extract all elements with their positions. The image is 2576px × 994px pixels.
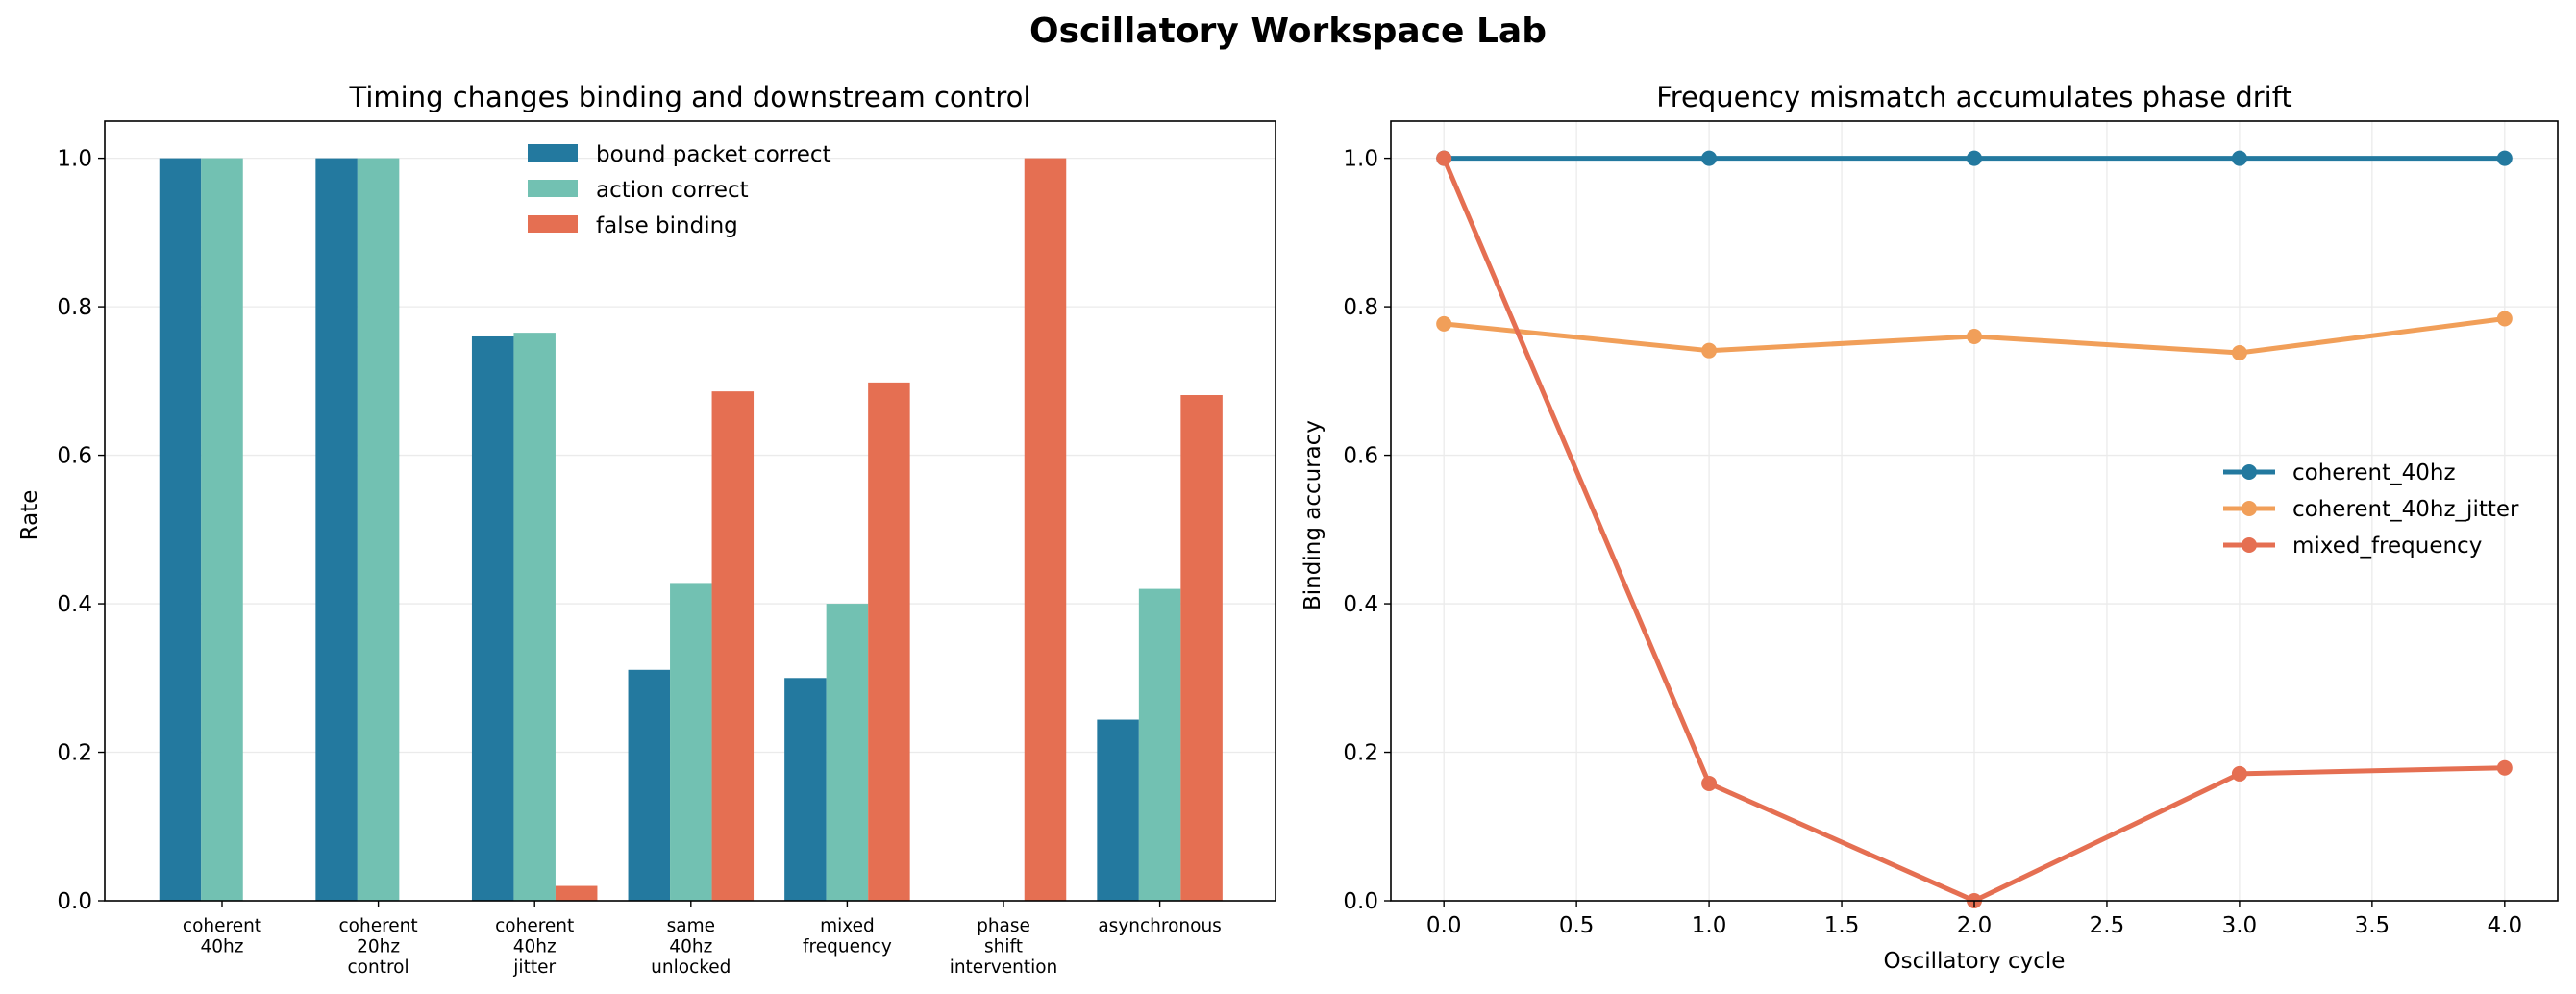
legend-swatch [528,144,578,162]
bar-bound-packet-correct-0 [159,158,202,902]
legend-label: coherent_40hz [2292,460,2456,485]
x-tick-label: 0.0 [1426,913,1462,938]
y-tick-label: 0.6 [57,444,92,469]
x-tick-label: 3.0 [2222,913,2258,938]
x-tick-label: coherent 20hz control [339,916,418,978]
x-tick-label: 1.0 [1692,913,1727,938]
bar-action-correct-4 [826,604,869,901]
bar-chart-title: Timing changes binding and downstream co… [349,81,1031,113]
legend-swatch [528,215,578,233]
line-chart-ylabel: Binding accuracy [1300,420,1325,610]
point-coherent-40hz-2 [1967,150,1982,166]
y-tick-label: 0.0 [57,889,92,914]
point-coherent-40hz-1 [1701,150,1718,166]
line-chart-y-ticks: 0.0 0.2 0.4 0.6 0.8 1.0 [1343,147,1391,914]
bar-false-binding-6 [1180,395,1223,902]
x-tick-label: coherent 40hz jitter [495,916,574,978]
bar-bound-packet-correct-6 [1097,719,1139,901]
point-coherent-40hz-jitter-3 [2231,344,2247,360]
x-tick-label: coherent 40hz [183,916,261,957]
bar-chart-x-ticks: coherent 40hz coherent 20hz control coherent 4… [183,901,1222,978]
legend-label: bound packet correct [596,142,831,167]
point-mixed-frequency-3 [2231,765,2247,782]
y-tick-label: 0.4 [57,592,92,617]
point-coherent-40hz-jitter-4 [2496,311,2513,327]
legend-marker [2242,501,2257,516]
bar-action-correct-2 [513,333,556,902]
legend-label: false binding [596,213,738,238]
bar-action-correct-3 [670,583,712,901]
point-mixed-frequency-0 [1436,150,1452,166]
bar-chart-y-ticks: 0.0 0.2 0.4 0.6 0.8 1.0 [57,147,105,914]
y-tick-label: 1.0 [57,147,92,172]
bar-bound-packet-correct-2 [471,335,514,901]
bar-action-correct-0 [201,158,243,902]
point-coherent-40hz-jitter-0 [1436,315,1452,332]
x-tick-label: 1.5 [1824,913,1860,938]
x-tick-label: 3.5 [2355,913,2390,938]
figure-title: Oscillatory Workspace Lab [1029,12,1547,51]
legend-label: mixed_frequency [2292,534,2482,559]
x-tick-label: phase shift intervention [950,916,1058,978]
bar-chart-legend: bound packet correct action correct false … [528,142,831,238]
line-chart-legend: coherent_40hz coherent_40hz_jitter mixed_f… [2223,460,2519,559]
point-mixed-frequency-4 [2496,759,2513,776]
bar-action-correct-1 [357,158,400,902]
line-chart-xlabel: Oscillatory cycle [1884,949,2066,974]
y-tick-label: 0.8 [1343,295,1378,320]
x-tick-label: 4.0 [2488,913,2523,938]
bar-false-binding-5 [1024,158,1067,902]
bar-false-binding-3 [711,391,755,901]
point-coherent-40hz-jitter-1 [1701,342,1718,359]
bar-chart-ylabel: Rate [17,490,42,541]
bar-chart-bars [159,158,1223,902]
line-chart-title: Frequency mismatch accumulates phase dri… [1656,81,2292,113]
x-tick-label: 2.0 [1957,913,1993,938]
bar-chart-frame [104,120,1276,902]
bar-bound-packet-correct-4 [784,678,827,901]
point-mixed-frequency-1 [1701,775,1718,791]
legend-label: action correct [596,178,749,203]
y-tick-label: 0.6 [1343,444,1378,469]
legend-marker [2242,464,2257,480]
x-tick-label: 2.5 [2090,913,2125,938]
y-tick-label: 0.4 [1343,592,1378,617]
line-chart-x-ticks: 0.0 0.5 1.0 1.5 2.0 2.5 3.0 3.5 4.0 [1426,901,2522,938]
legend-label: coherent_40hz_jitter [2292,497,2519,522]
y-tick-label: 0.2 [1343,741,1378,766]
bar-bound-packet-correct-1 [315,158,358,902]
point-coherent-40hz-4 [2496,150,2513,166]
bar-chart-panel: Timing changes binding and downstream co… [17,81,1276,978]
legend-swatch [528,180,578,197]
bar-bound-packet-correct-3 [628,669,671,901]
line-chart-panel: Frequency mismatch accumulates phase dri… [1300,81,2559,974]
x-tick-label: asynchronous [1098,916,1221,936]
y-tick-label: 1.0 [1343,147,1378,172]
legend-marker [2242,537,2257,553]
x-tick-label: 0.5 [1559,913,1595,938]
point-coherent-40hz-3 [2231,150,2247,166]
bar-false-binding-2 [555,885,598,901]
bar-action-correct-6 [1138,588,1181,901]
y-tick-label: 0.2 [57,741,92,766]
point-coherent-40hz-jitter-2 [1967,328,1982,344]
bar-false-binding-4 [868,382,910,902]
x-tick-label: mixed frequency [803,916,892,957]
y-tick-label: 0.0 [1343,889,1378,914]
y-tick-label: 0.8 [57,295,92,320]
x-tick-label: same 40hz unlocked [651,916,731,978]
